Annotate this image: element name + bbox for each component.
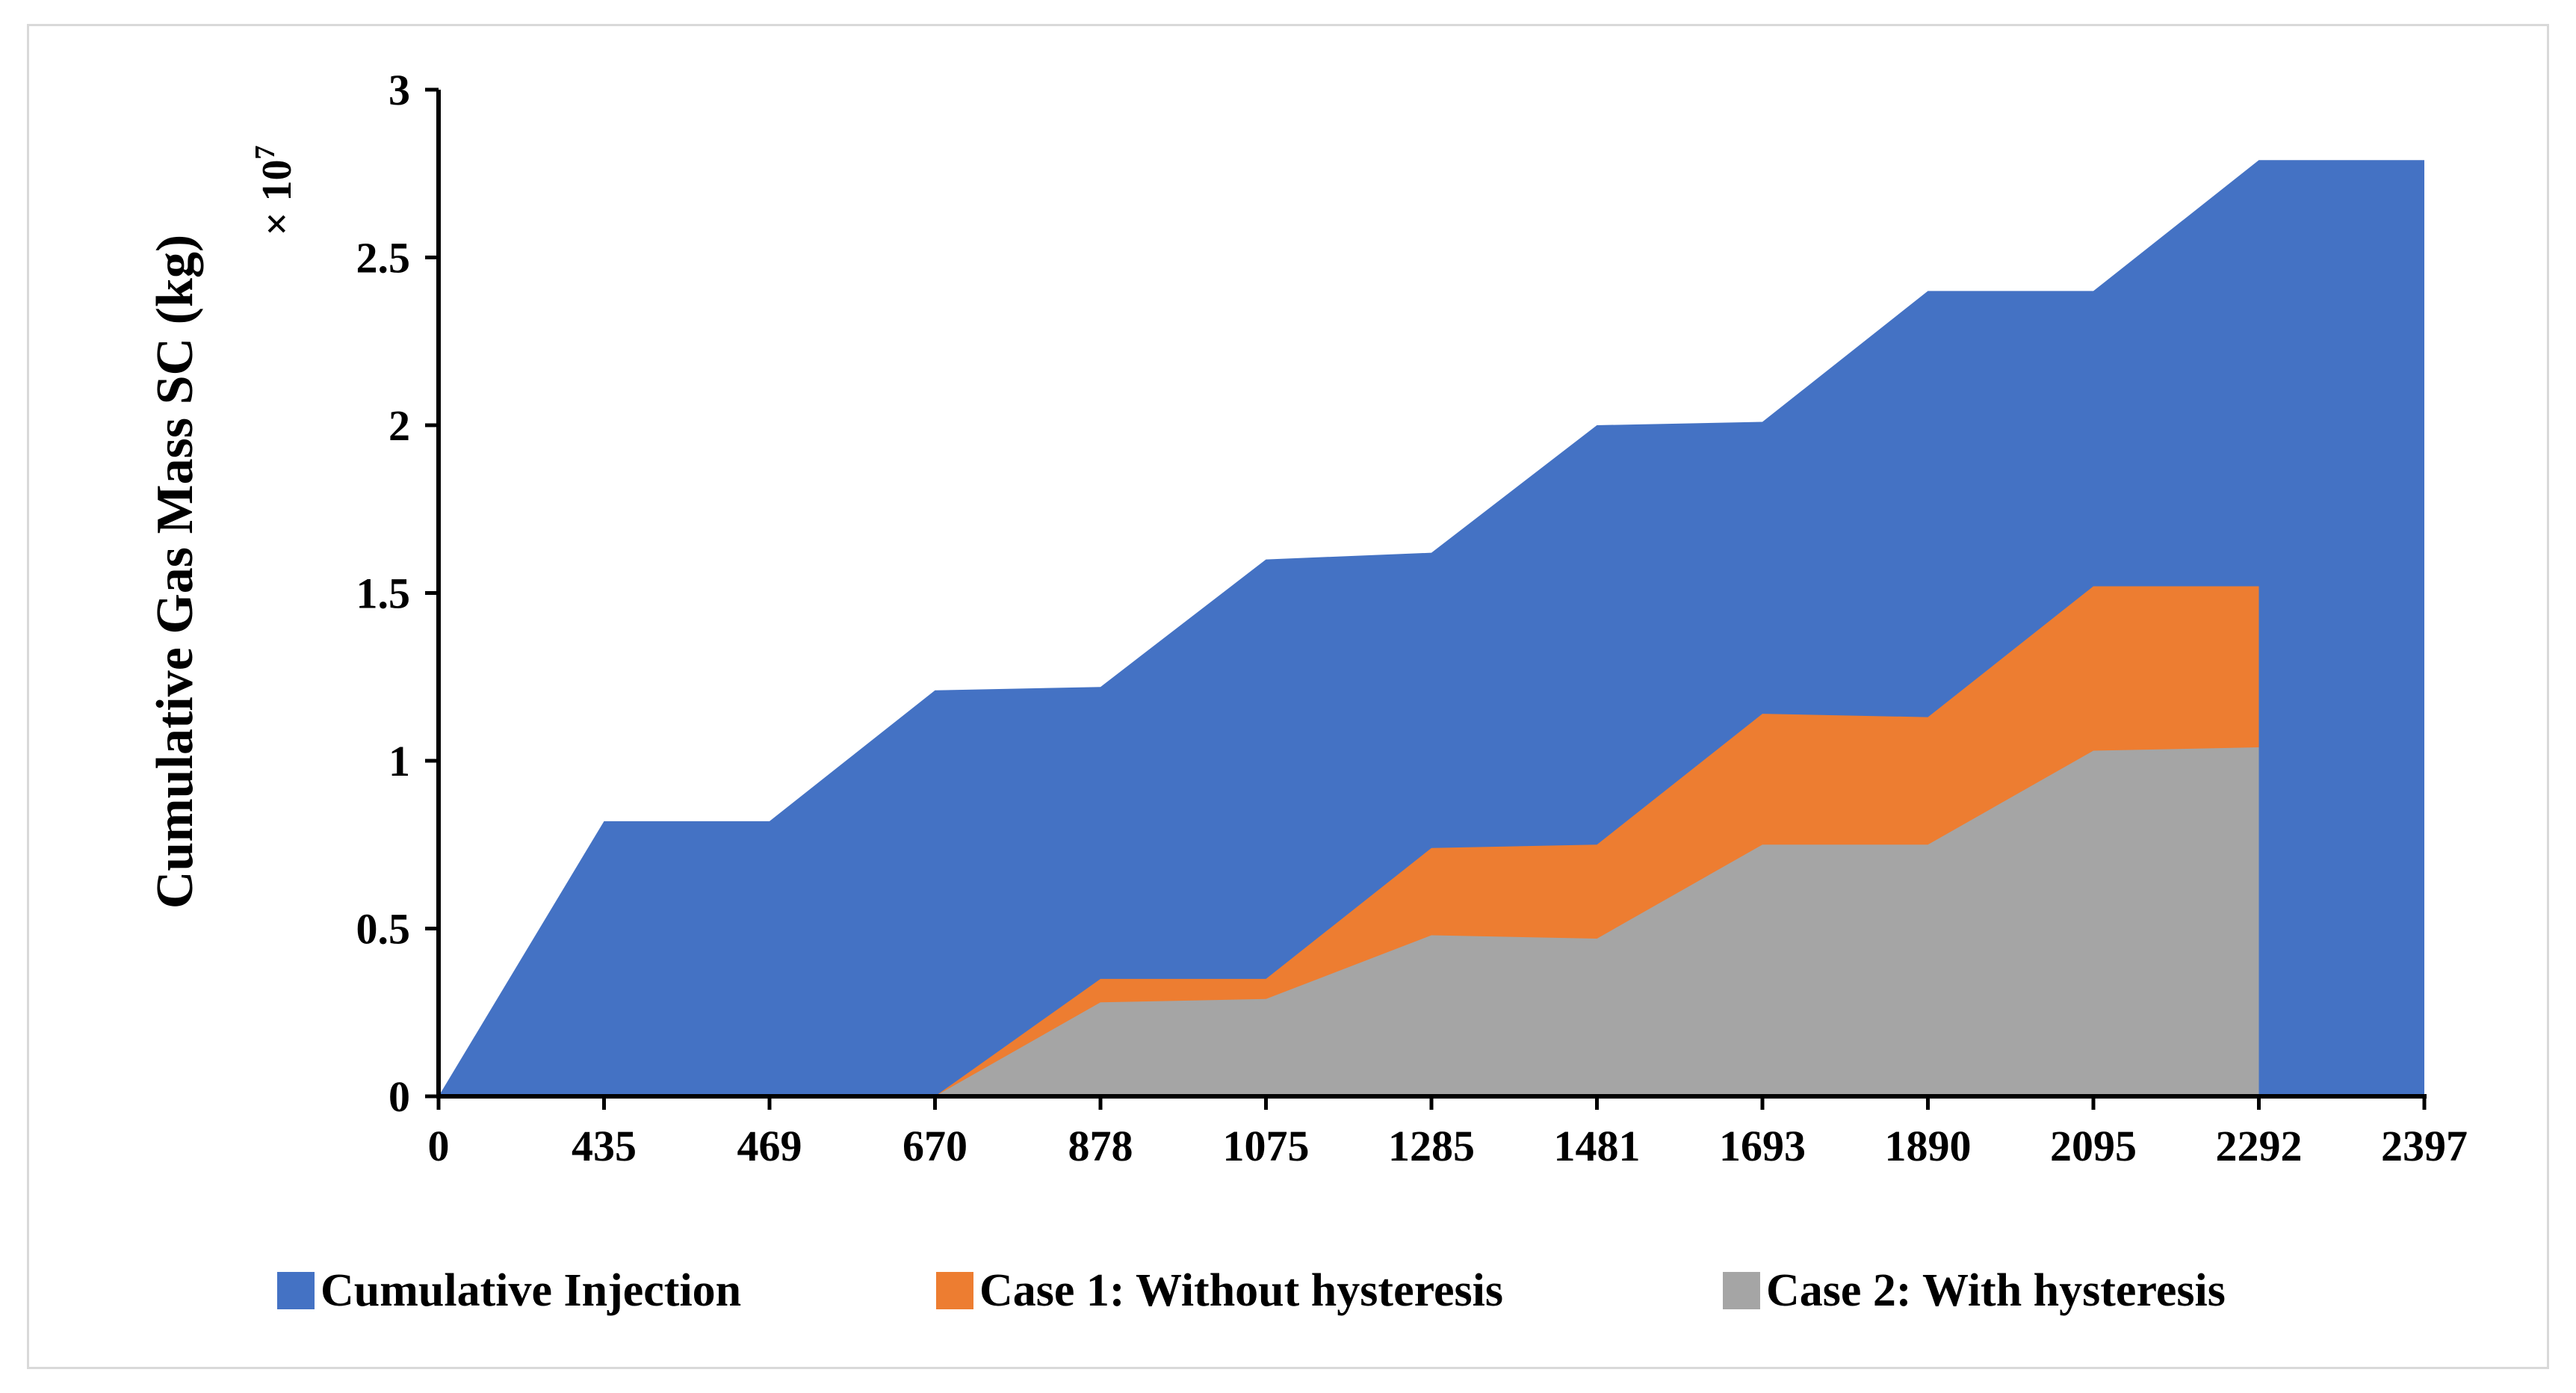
legend: Cumulative Injection Case 1: Without hyst… [277,1265,2226,1316]
y-tick-label: 0.5 [356,905,411,954]
y-axis-multiplier: × 107 [250,146,300,236]
chart-frame: 0 0.5 1 1.5 2 2.5 3 0 435 469 670 878 1075 1285 1481 16… [27,24,2549,1369]
legend-swatch-3 [1723,1272,1760,1309]
x-tick-label: 435 [572,1122,637,1170]
axes [425,87,2427,1110]
multiplier-exponent: 7 [250,146,281,160]
plot-areas [439,160,2424,1096]
x-tick-label: 1075 [1223,1122,1310,1170]
tick-labels: 0 0.5 1 1.5 2 2.5 3 0 435 469 670 878 1075 1285 1481 16… [356,66,2468,1170]
x-tick-label: 1693 [1719,1122,1806,1170]
y-tick-label: 2 [388,401,410,450]
y-tick-label: 0 [388,1072,410,1121]
y-tick-label: 3 [388,66,410,114]
x-tick-label: 878 [1068,1122,1133,1170]
y-tick-label: 1 [388,737,410,785]
x-tick-label: 2397 [2381,1122,2468,1170]
x-tick-label: 1285 [1388,1122,1475,1170]
legend-label-1: Cumulative Injection [321,1265,741,1316]
legend-label-2: Case 1: Without hysteresis [979,1265,1503,1316]
x-tick-label: 0 [428,1122,450,1170]
legend-label-3: Case 2: With hysteresis [1766,1265,2226,1316]
x-tick-label: 2292 [2216,1122,2303,1170]
x-tick-label: 2095 [2050,1122,2137,1170]
x-tick-label: 670 [902,1122,967,1170]
x-tick-label: 469 [737,1122,802,1170]
y-tick-label: 1.5 [356,569,411,618]
legend-swatch-2 [936,1272,973,1309]
x-tick-label: 1890 [1885,1122,1972,1170]
multiplier-base: × 10 [254,160,300,236]
legend-swatch-1 [277,1272,315,1309]
y-tick-label: 2.5 [356,234,411,282]
area-chart: 0 0.5 1 1.5 2 2.5 3 0 435 469 670 878 1075 1285 1481 16… [146,66,2468,1316]
y-axis-title: Cumulative Gas Mass SC (kg) [146,235,204,909]
x-tick-label: 1481 [1554,1122,1641,1170]
series-area-3 [439,747,2259,1096]
